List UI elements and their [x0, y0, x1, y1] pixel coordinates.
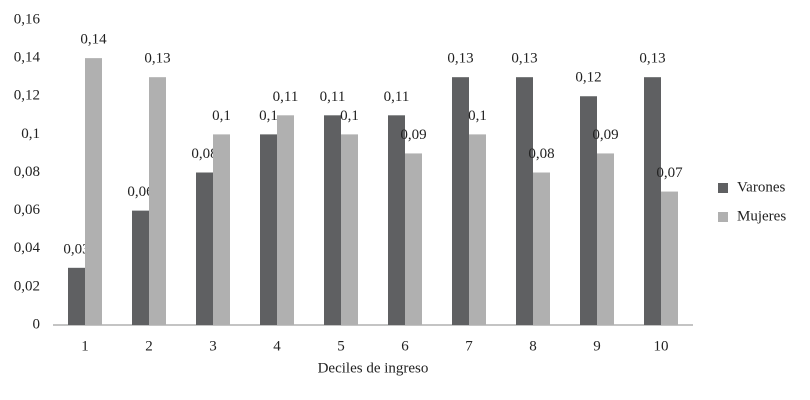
y-tick-label: 0,1 — [21, 126, 40, 142]
x-tick-label: 9 — [593, 338, 601, 354]
bar — [85, 58, 102, 325]
bar — [277, 115, 294, 325]
data-label: 0,1 — [259, 108, 278, 124]
bar — [452, 77, 469, 325]
bar — [196, 172, 213, 325]
x-tick-label: 7 — [465, 338, 473, 354]
y-tick-label: 0,08 — [14, 164, 40, 180]
data-label: 0,14 — [80, 32, 107, 48]
bar — [132, 210, 149, 325]
bar — [644, 77, 661, 325]
y-tick-label: 0,02 — [14, 278, 40, 294]
data-label: 0,13 — [511, 51, 537, 67]
y-tick-label: 0,16 — [14, 11, 41, 27]
legend-swatch — [718, 212, 728, 222]
bar — [388, 115, 405, 325]
data-label: 0,11 — [320, 89, 346, 105]
legend-swatch — [718, 183, 728, 193]
data-label: 0,1 — [212, 108, 231, 124]
bar — [260, 134, 277, 325]
x-tick-label: 4 — [273, 338, 281, 354]
data-label: 0,09 — [592, 127, 618, 143]
bar — [213, 134, 230, 325]
bar — [597, 153, 614, 325]
data-label: 0,09 — [400, 127, 426, 143]
data-label: 0,03 — [63, 241, 89, 257]
data-label: 0,08 — [528, 146, 554, 162]
x-tick-label: 10 — [654, 338, 669, 354]
x-tick-label: 6 — [401, 338, 409, 354]
bar — [324, 115, 341, 325]
y-tick-label: 0,12 — [14, 88, 40, 104]
x-tick-label: 5 — [337, 338, 345, 354]
x-axis-label: Deciles de ingreso — [318, 360, 429, 376]
bar — [469, 134, 486, 325]
y-tick-label: 0 — [33, 316, 41, 332]
y-tick-label: 0,04 — [14, 240, 41, 256]
data-label: 0,11 — [273, 89, 299, 105]
bar — [580, 96, 597, 325]
data-label: 0,1 — [340, 108, 359, 124]
data-label: 0,1 — [468, 108, 487, 124]
bar — [405, 153, 422, 325]
data-label: 0,08 — [191, 146, 217, 162]
data-label: 0,06 — [127, 184, 154, 200]
x-tick-label: 1 — [81, 338, 89, 354]
bar — [661, 191, 678, 325]
bar — [149, 77, 166, 325]
bar — [68, 267, 85, 325]
x-tick-label: 2 — [145, 338, 153, 354]
data-label: 0,13 — [639, 51, 665, 67]
legend-label: Mujeres — [737, 208, 786, 224]
data-label: 0,07 — [656, 165, 683, 181]
data-label: 0,13 — [447, 51, 473, 67]
bar — [341, 134, 358, 325]
legend-label: Varones — [737, 179, 785, 195]
data-label: 0,12 — [575, 70, 601, 86]
data-label: 0,13 — [144, 51, 170, 67]
data-label: 0,11 — [384, 89, 410, 105]
bar — [516, 77, 533, 325]
x-tick-label: 8 — [529, 338, 537, 354]
y-tick-label: 0,06 — [14, 202, 41, 218]
bar — [533, 172, 550, 325]
y-tick-label: 0,14 — [14, 50, 41, 66]
x-tick-label: 3 — [209, 338, 217, 354]
